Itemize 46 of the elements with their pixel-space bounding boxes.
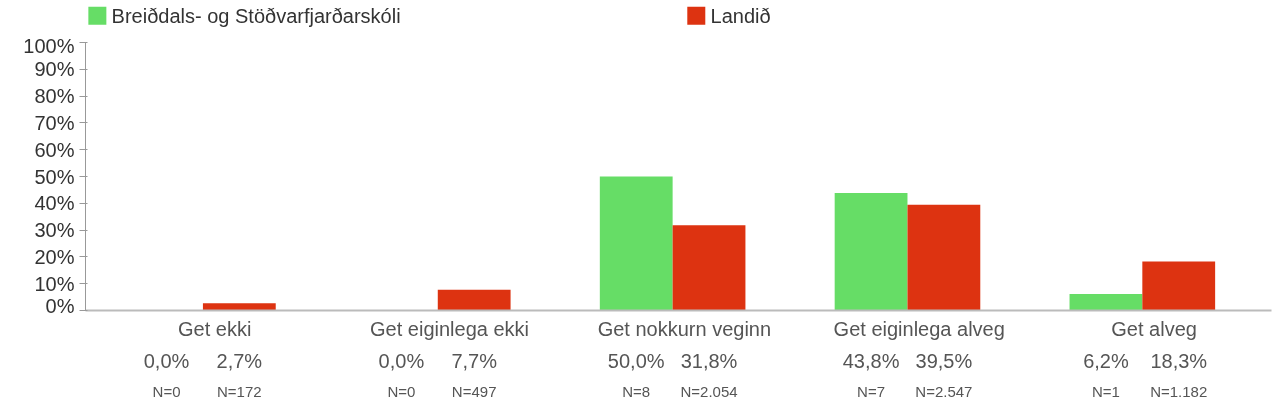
text: N=497 <box>451 382 497 400</box>
y-tick-label: 10% <box>34 272 75 295</box>
x-tick-label: Get nokkurn veginn <box>597 318 772 341</box>
data-label: 0,0% <box>378 349 425 372</box>
legend-label: Breiðdals- og Stöðvarfjarðarskóli <box>111 4 401 27</box>
x-tick-label: Get eiginlega alveg <box>833 318 1005 341</box>
x-tick-label: Get ekki <box>177 318 252 341</box>
x-tick-label: Get alveg <box>1111 318 1197 341</box>
y-tick-label: 50% <box>34 165 75 188</box>
y-tick-label: 60% <box>34 138 75 161</box>
bar <box>907 204 981 311</box>
text: N=0 <box>387 382 416 400</box>
text: N=1.182 <box>1150 382 1208 400</box>
y-tick-label: 100% <box>23 34 75 57</box>
y-tick-label: 80% <box>34 85 75 108</box>
bar <box>1142 261 1216 311</box>
y-tick-label: 20% <box>34 245 75 268</box>
y-tick-label: 90% <box>34 58 75 81</box>
bar <box>437 289 511 311</box>
data-label: 6,2% <box>1083 349 1129 372</box>
text: N=172 <box>217 382 262 400</box>
text: N=7 <box>857 382 886 400</box>
x-tick-label: Get eiginlega ekki <box>370 318 530 341</box>
bar <box>202 303 276 311</box>
data-label: 2,7% <box>216 349 263 372</box>
data-label: 31,8% <box>680 349 738 372</box>
data-label: 39,5% <box>915 349 973 372</box>
data-label: 0,0% <box>143 349 190 372</box>
bar <box>1069 293 1143 311</box>
data-label: 18,3% <box>1150 349 1208 372</box>
y-tick-label: 30% <box>34 219 75 242</box>
text: N=2.547 <box>915 382 973 400</box>
legend-label: Landið <box>710 4 771 27</box>
text: N=1 <box>1091 382 1120 400</box>
data-label: 50,0% <box>607 349 665 372</box>
bar <box>599 176 673 311</box>
y-tick-label: 70% <box>34 111 75 134</box>
bar <box>672 225 746 311</box>
text: N=2.054 <box>680 382 738 400</box>
bar <box>834 193 908 311</box>
text: N=0 <box>152 382 181 400</box>
text: N=8 <box>622 382 651 400</box>
data-label: 7,7% <box>451 349 498 372</box>
y-tick-label: 0% <box>45 294 75 317</box>
y-tick-label: 40% <box>34 192 75 215</box>
data-label: 43,8% <box>842 349 900 372</box>
